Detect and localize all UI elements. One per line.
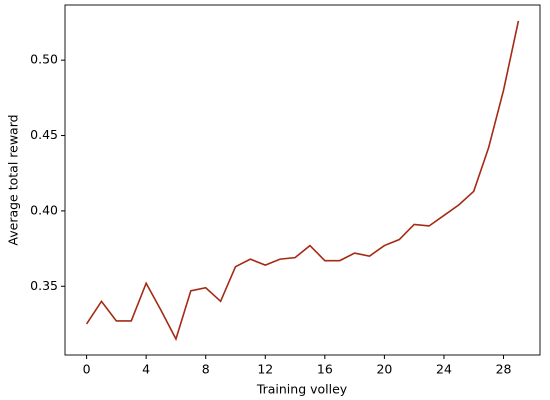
x-tick-label: 24 xyxy=(436,362,452,377)
y-tick-label: 0.45 xyxy=(30,127,58,142)
y-tick-label: 0.40 xyxy=(30,202,58,217)
x-tick-label: 20 xyxy=(376,362,392,377)
x-tick-label: 28 xyxy=(496,362,512,377)
y-tick-label: 0.35 xyxy=(30,278,58,293)
x-tick-label: 0 xyxy=(83,362,91,377)
y-axis-label: Average total reward xyxy=(6,114,21,245)
x-tick-label: 8 xyxy=(202,362,210,377)
x-axis-label: Training volley xyxy=(256,382,348,397)
x-tick-label: 12 xyxy=(257,362,273,377)
x-tick-label: 16 xyxy=(317,362,333,377)
plot-frame xyxy=(64,4,541,356)
y-tick-label: 0.50 xyxy=(30,52,58,67)
x-tick-label: 4 xyxy=(142,362,150,377)
data-line xyxy=(85,20,520,342)
